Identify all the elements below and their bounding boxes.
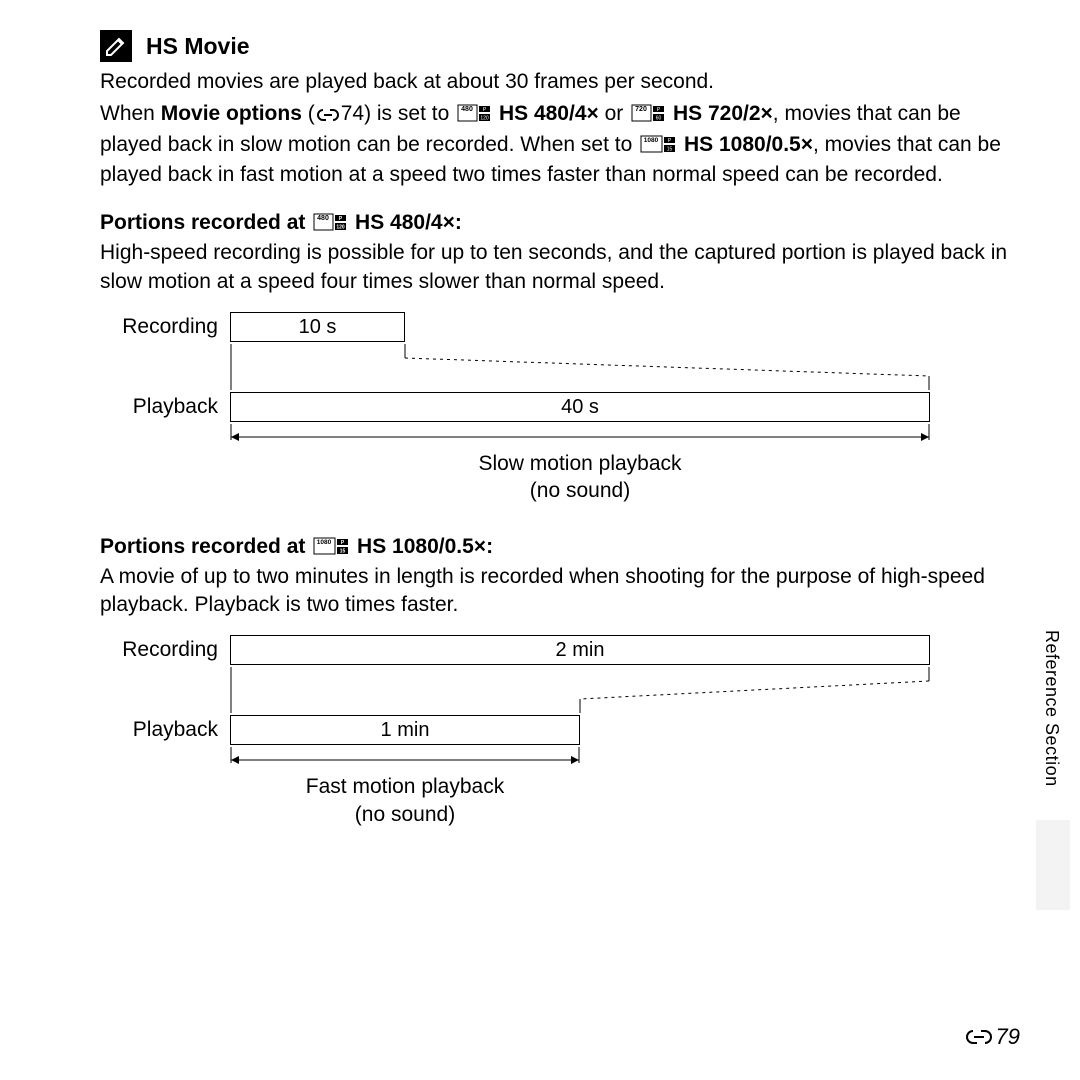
t: or — [599, 102, 629, 125]
svg-text:1080: 1080 — [317, 539, 332, 546]
svg-text:1080: 1080 — [644, 137, 659, 144]
hs480-icon: 480P120 — [313, 213, 347, 237]
hs1080-icon: 1080P15 — [640, 133, 676, 161]
svg-text:15: 15 — [340, 548, 346, 554]
mode-480: HS 480/4× — [499, 102, 599, 125]
bar-label: 2 min — [556, 639, 605, 662]
svg-text:720: 720 — [635, 106, 647, 113]
t: When — [100, 102, 161, 125]
hs1080-icon: 1080P15 — [313, 537, 349, 561]
t: HS 1080/0.5×: — [351, 535, 493, 558]
mode-720: HS 720/2× — [673, 102, 773, 125]
svg-text:120: 120 — [337, 225, 346, 231]
bar-recording: 2 min — [230, 635, 930, 665]
link-icon — [317, 102, 339, 130]
section1-heading: Portions recorded at 480P120 HS 480/4×: — [100, 211, 1020, 237]
caption1: Fast motion playback — [306, 775, 504, 798]
t: ( — [302, 102, 315, 125]
ref-num: 74 — [341, 102, 364, 125]
movie-options-label: Movie options — [161, 102, 302, 125]
label-recording: Recording — [100, 315, 230, 339]
intro-line1: Recorded movies are played back at about… — [100, 68, 1020, 96]
caption2: (no sound) — [530, 479, 630, 502]
section2-heading: Portions recorded at 1080P15 HS 1080/0.5… — [100, 535, 1020, 561]
link-icon — [966, 1029, 992, 1045]
bar-label: 10 s — [299, 316, 337, 339]
side-thumb-indicator — [1036, 820, 1070, 910]
label-recording: Recording — [100, 638, 230, 662]
svg-text:15: 15 — [667, 146, 673, 152]
heading-title: HS Movie — [146, 33, 250, 60]
hs720-icon: 720P60 — [631, 102, 665, 130]
t: HS 480/4×: — [349, 211, 462, 234]
bar-recording: 10 s — [230, 312, 405, 342]
bar-playback: 40 s — [230, 392, 930, 422]
label-playback: Playback — [100, 718, 230, 742]
svg-text:480: 480 — [317, 215, 329, 222]
page-number: 79 — [966, 1024, 1020, 1050]
svg-text:60: 60 — [656, 116, 662, 122]
mode-1080: HS 1080/0.5× — [684, 133, 813, 156]
hs480-icon: 480P120 — [457, 102, 491, 130]
caption1: Slow motion playback — [478, 452, 681, 475]
svg-text:120: 120 — [480, 116, 489, 122]
svg-text:480: 480 — [461, 106, 473, 113]
label-playback: Playback — [100, 395, 230, 419]
t: Portions recorded at — [100, 211, 311, 234]
caption2: (no sound) — [355, 803, 455, 826]
diagram-fast-motion: Recording 2 min Playback — [100, 633, 930, 828]
t: ) is set to — [364, 102, 455, 125]
side-tab-label: Reference Section — [1041, 630, 1062, 787]
section1-body: High-speed recording is possible for up … — [100, 239, 1020, 296]
intro-line2: When Movie options (74) is set to 480P12… — [100, 100, 1020, 189]
page-num-value: 79 — [996, 1024, 1020, 1050]
bar-playback: 1 min — [230, 715, 580, 745]
t: Portions recorded at — [100, 535, 311, 558]
bar-label: 1 min — [381, 719, 430, 742]
pencil-note-icon — [100, 30, 132, 62]
section2-body: A movie of up to two minutes in length i… — [100, 563, 1020, 620]
diagram-slow-motion: Recording 10 s Playback — [100, 310, 930, 505]
bar-label: 40 s — [561, 396, 599, 419]
